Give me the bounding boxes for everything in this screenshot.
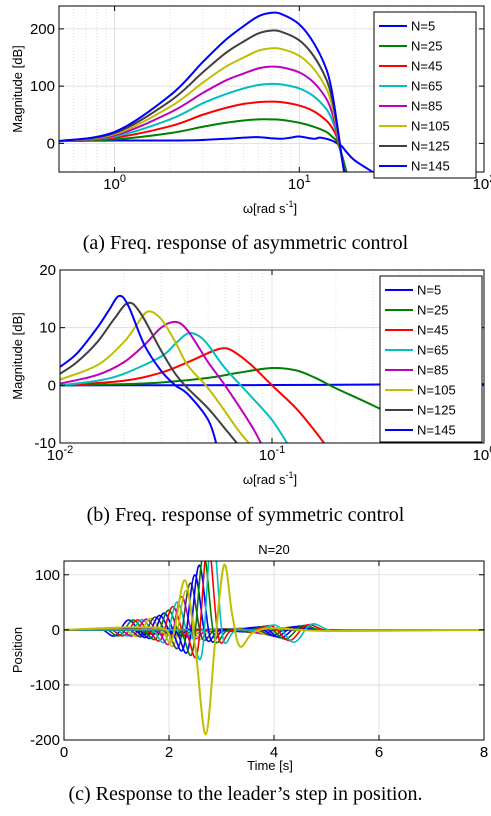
chart-b-symmetric: 10-210-1100-1001020N=5N=25N=45N=65N=85N=… [10, 262, 491, 487]
chart-c-xtick-label: 0 [60, 744, 68, 761]
chart-b-series-n85 [60, 320, 262, 443]
chart-b-series-n145 [60, 294, 218, 443]
chart-b-ytick-label: -10 [34, 435, 56, 452]
chart-a-xlabel: ω[rad s-1] [243, 199, 297, 216]
chart-a-series-n25 [59, 118, 348, 172]
chart-b-series-n65 [60, 331, 289, 443]
chart-a-ylabel: Magnitude [dB] [10, 45, 25, 132]
chart-b-legend-label: N=25 [417, 303, 448, 318]
chart-b-ytick-label: 10 [39, 320, 56, 337]
chart-a-asymmetric: 100 101 102 0 100 200 N=5 N=25 N=45 N=65 N=85 N=105… [10, 5, 491, 216]
chart-b-legend-label: N=145 [417, 423, 456, 438]
caption-a: (a) Freq. response of asymmetric control [82, 232, 409, 254]
chart-c-step-response: 0 2 4 6 8 -200 -100 0 100 N=20 Time [s] Position [10, 542, 488, 773]
chart-c-xtick-label: 8 [480, 744, 488, 761]
chart-b-ytick-label: 20 [39, 262, 56, 279]
chart-c-xlabel: Time [s] [247, 758, 293, 773]
chart-a-series-n65 [59, 82, 346, 172]
chart-a-xtick-label: 100 [103, 173, 126, 193]
chart-b-legend-label: N=65 [417, 343, 448, 358]
chart-a-legend [373, 11, 477, 179]
chart-c-xtick-label: 6 [375, 744, 383, 761]
chart-a-series-n45 [59, 100, 346, 172]
caption-b: (b) Freq. response of symmetric control [86, 504, 405, 526]
chart-b-series-n45 [60, 347, 326, 443]
chart-a-legend-label: N=105 [411, 119, 450, 134]
chart-c-ytick-label: -100 [30, 677, 60, 694]
chart-c-ytick-label: 0 [52, 622, 60, 639]
chart-a-legend-label: N=145 [411, 159, 450, 174]
chart-c-title: N=20 [258, 542, 289, 557]
chart-a-legend-label: N=65 [411, 79, 442, 94]
chart-c-leader-neighbor-response [64, 563, 484, 736]
chart-b-legend-label: N=85 [417, 363, 448, 378]
chart-a-legend-label: N=45 [411, 59, 442, 74]
chart-a-legend-label: N=85 [411, 99, 442, 114]
chart-a-frame [58, 5, 485, 173]
chart-b-ylabel: Magnitude [dB] [10, 312, 25, 399]
chart-a-series-n145 [59, 11, 346, 172]
chart-b-legend-label: N=105 [417, 383, 456, 398]
chart-a-xtick-label: 102 [473, 173, 491, 193]
chart-c-ylabel: Position [10, 627, 25, 673]
chart-b-xtick-label: 10-1 [259, 444, 285, 464]
chart-c-xtick-label: 2 [165, 744, 173, 761]
chart-c-ytick-label: 100 [35, 567, 60, 584]
chart-a-ytick-label: 200 [30, 21, 55, 38]
chart-a-xtick-label: 101 [288, 173, 311, 193]
chart-b-ytick-label: 0 [48, 377, 56, 394]
chart-a-legend-label: N=25 [411, 39, 442, 54]
chart-b-legend-label: N=45 [417, 323, 448, 338]
chart-c-series [64, 561, 484, 736]
chart-a-ytick-label: 0 [47, 135, 55, 152]
chart-b-legend-label: N=125 [417, 403, 456, 418]
chart-a-series [59, 11, 374, 172]
chart-c-ytick-label: -200 [30, 732, 60, 749]
chart-b-series [60, 294, 484, 443]
chart-b-series-n125 [60, 301, 239, 443]
chart-b-legend-label: N=5 [417, 283, 441, 298]
chart-b-xlabel: ω[rad s-1] [243, 470, 297, 487]
chart-b-xtick-label: 100 [473, 444, 491, 464]
chart-b-series-n25 [60, 366, 449, 443]
chart-b-legend [379, 275, 483, 443]
chart-a-legend-label: N=125 [411, 139, 450, 154]
chart-a-ytick-label: 100 [30, 78, 55, 95]
caption-c: (c) Response to the leader’s step in pos… [68, 783, 423, 805]
chart-a-legend-label: N=5 [411, 19, 435, 34]
chart-b-series-n105 [60, 310, 251, 443]
chart-c-xtick-label: 4 [270, 744, 278, 761]
chart-a-series-n5 [59, 135, 374, 172]
